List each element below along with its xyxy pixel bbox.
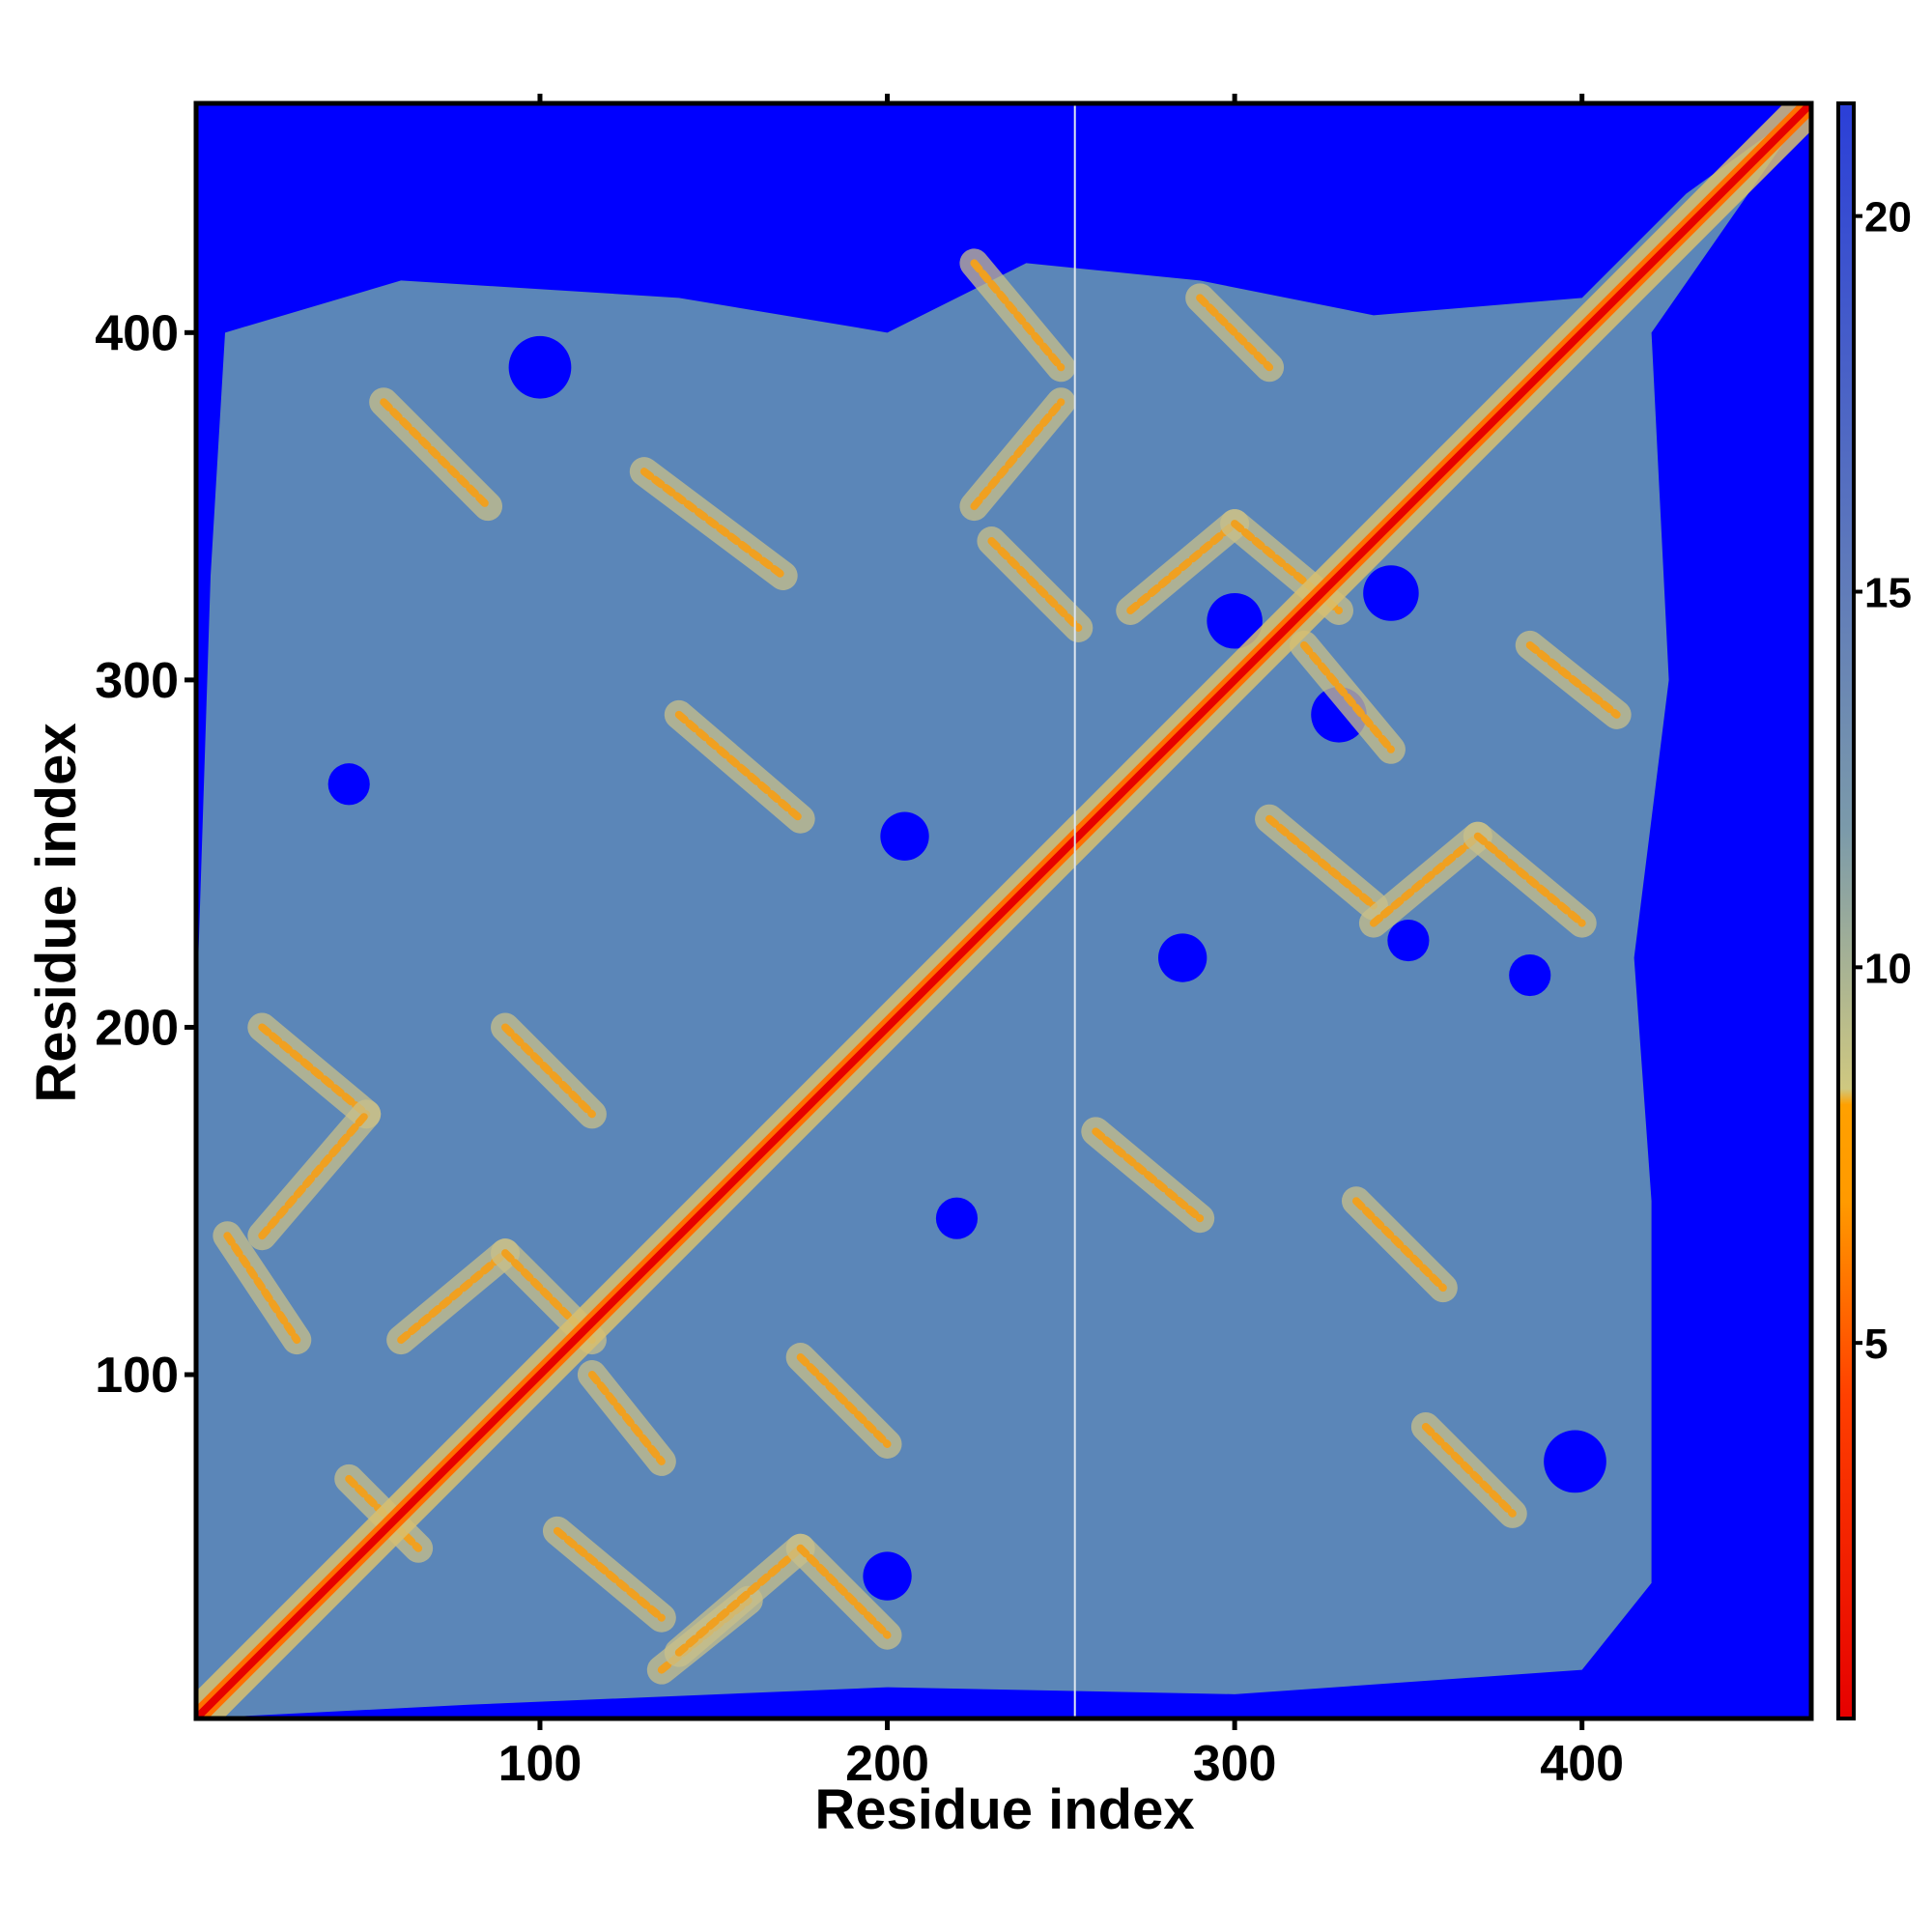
y-tick-label: 300 (95, 653, 179, 709)
x-axis-title: Residue index (814, 1778, 1194, 1841)
contact-band (796, 1353, 892, 1448)
contact-band (1351, 1197, 1447, 1293)
x-tick-label: 200 (845, 1736, 929, 1792)
hole-blob (1509, 953, 1551, 997)
colorbar-tick-label: 10 (1864, 945, 1912, 992)
main-diagonal (196, 103, 1811, 1719)
x-tick-label: 100 (498, 1736, 582, 1792)
contact-band (1421, 1422, 1517, 1518)
y-tick-label: 200 (95, 1000, 179, 1056)
contact-band (1092, 1127, 1205, 1223)
contact-band (501, 1023, 596, 1119)
colorbar-tick-label: 15 (1864, 569, 1912, 616)
contact-band (1300, 640, 1395, 753)
colorbar-tick-label: 20 (1864, 194, 1912, 242)
y-tick-label: 100 (95, 1348, 179, 1404)
contact-band (987, 537, 1083, 632)
contact-band (380, 398, 493, 511)
hole-blob (863, 1551, 912, 1601)
heatmap-plot (196, 103, 1811, 1719)
diagonal-core (196, 103, 1811, 1719)
x-axis: 100 200 300 400 (498, 94, 1624, 1792)
contact-band (1265, 814, 1378, 910)
hole-blob (1158, 933, 1208, 982)
hole-blob (935, 1197, 979, 1239)
y-tick-label: 400 (95, 305, 179, 361)
colorbar: 5 10 15 20 (1836, 101, 1912, 1720)
hole-blob (1387, 919, 1430, 962)
x-tick-label: 300 (1193, 1736, 1277, 1792)
contact-band (1525, 640, 1621, 719)
contact-band (639, 468, 787, 581)
plot-frame (193, 100, 1814, 1721)
contact-band (553, 1526, 666, 1622)
contact-band (1369, 832, 1482, 927)
y-axis: 100 200 300 400 (95, 305, 196, 1404)
colorbar-tick-label: 5 (1864, 1321, 1888, 1368)
colorbar-ticks: 5 10 15 20 (1854, 194, 1912, 1368)
x-tick-label: 400 (1540, 1736, 1624, 1792)
colorbar-fill (1836, 101, 1856, 1720)
contact-band (1473, 832, 1586, 927)
contact-band (674, 710, 805, 823)
hole-blob (327, 763, 370, 806)
contact-band (1126, 520, 1239, 614)
contact-band (223, 1232, 301, 1345)
contact-bands (213, 248, 1632, 1685)
contact-band (258, 1023, 371, 1119)
y-axis-title: Residue index (25, 723, 88, 1102)
contact-band (258, 1110, 371, 1240)
contact-band (796, 1544, 892, 1639)
hole-blob (1207, 592, 1263, 649)
contact-band (970, 259, 1065, 372)
contact-band (587, 1371, 666, 1465)
hole-blobs (327, 335, 1606, 1601)
contact-band (397, 1249, 510, 1345)
contact-band (674, 1544, 805, 1657)
hole-blob (508, 335, 572, 399)
contact-band (970, 398, 1065, 511)
hole-blob (880, 811, 929, 861)
hole-blob (1544, 1430, 1606, 1493)
hole-blob (1363, 565, 1419, 621)
contact-band (1196, 294, 1274, 372)
